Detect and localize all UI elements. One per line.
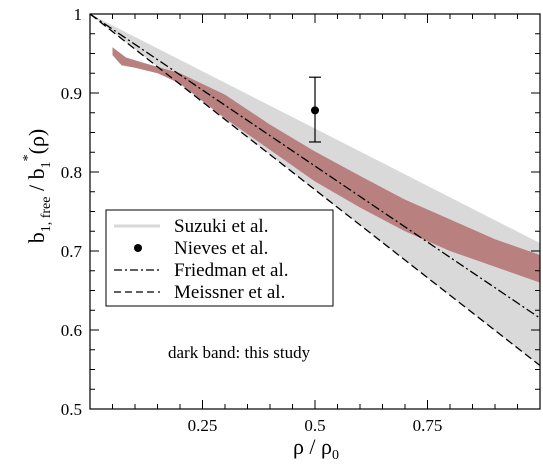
legend-label-suzuki: Suzuki et al. (174, 216, 268, 237)
friedman-line (89, 13, 541, 319)
legend-label-friedman: Friedman et al. (174, 260, 289, 281)
legend-label-nieves: Nieves et al. (174, 238, 268, 259)
y-axis-title: b1, free / b1*(ρ) (21, 129, 54, 244)
meissner-line (89, 13, 541, 367)
legend-swatch-nieves (134, 244, 142, 252)
plot-area: 0.25 0.5 0.75 0.5 0.6 0.7 0.8 0.9 1 (61, 5, 541, 435)
y-tick-label: 1 (74, 5, 83, 24)
x-axis-title-sub: 0 (332, 448, 339, 463)
y-axis-title-sub1: 1, free (39, 197, 54, 233)
nieves-point (311, 106, 319, 115)
x-tick-label: 0.75 (413, 416, 443, 435)
y-tick-label: 0.5 (61, 400, 82, 419)
x-axis-title-main: ρ / ρ (293, 434, 332, 459)
legend-label-meissner: Meissner et al. (174, 282, 285, 303)
y-tick-label: 0.8 (61, 163, 82, 182)
suzuki-band (90, 14, 540, 366)
legend: Suzuki et al. Nieves et al. Friedman et … (105, 209, 334, 307)
y-axis-title-sub2: 1 (39, 161, 54, 168)
x-tick-label: 0.25 (188, 416, 218, 435)
y-axis-title-slash: / b (24, 168, 49, 196)
this-study-band (112, 47, 540, 283)
annotation-this-study: dark band: this study (168, 343, 311, 362)
y-axis-title-arg: (ρ) (24, 129, 49, 155)
y-tick-label: 0.9 (61, 84, 82, 103)
y-tick-label: 0.7 (61, 242, 83, 261)
y-tick-label: 0.6 (61, 321, 82, 340)
x-tick-label: 0.5 (304, 416, 325, 435)
x-axis-title: ρ / ρ0 (293, 434, 339, 463)
y-axis-title-b: b (24, 232, 49, 243)
y-axis-title-sup: * (21, 154, 36, 161)
